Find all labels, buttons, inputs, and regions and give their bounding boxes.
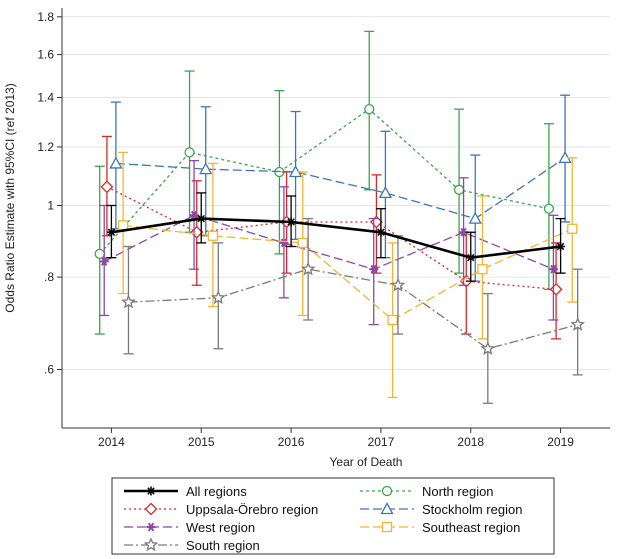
series-southeast-region <box>117 151 578 399</box>
data-point <box>184 147 195 158</box>
legend: All regions North region Uppsala-Örebro re… <box>111 477 555 555</box>
y-tick-label: 1.2 <box>37 140 54 154</box>
marker-stroke <box>147 487 155 495</box>
marker-stroke <box>467 253 475 262</box>
legend-label: South region <box>186 538 260 553</box>
legend-label: West region <box>186 520 255 535</box>
data-point <box>207 230 219 241</box>
legend-item: Uppsala-Örebro region <box>124 502 318 517</box>
legend-item: West region <box>124 520 255 535</box>
legend-label: All regions <box>186 484 247 499</box>
data-point <box>100 180 114 194</box>
x-tick-label: 2014 <box>98 435 125 449</box>
data-point <box>196 214 206 224</box>
y-tick-label: 1 <box>47 198 54 212</box>
series-line <box>128 268 578 350</box>
data-point <box>570 316 586 331</box>
marker-stroke <box>287 218 295 226</box>
x-axis-title: Year of Death <box>330 455 403 469</box>
legend-swatch-marker <box>380 502 394 515</box>
data-point <box>189 210 199 220</box>
x-tick-label: 2016 <box>278 435 305 449</box>
y-tick-label: 1.4 <box>37 90 54 104</box>
legend-swatch-marker <box>381 521 393 533</box>
legend-box <box>111 477 555 555</box>
data-point <box>210 290 226 305</box>
y-axis-title: Odds Ratio Estimate with 95%CI (ref 2013… <box>3 83 17 312</box>
data-point <box>117 220 129 231</box>
data-point <box>378 186 393 199</box>
marker-stroke <box>556 242 565 251</box>
marker-stroke <box>280 238 288 248</box>
x-tick-label: 2017 <box>368 435 395 449</box>
legend-swatch-marker <box>381 485 393 497</box>
data-point <box>453 184 465 195</box>
data-point <box>99 257 109 266</box>
data-point <box>567 223 578 234</box>
data-point <box>279 238 289 248</box>
x-tick-label: 2018 <box>457 435 484 449</box>
data-point <box>364 103 375 115</box>
marker-stroke <box>550 264 557 274</box>
marker-stroke <box>147 522 155 532</box>
data-point <box>369 264 379 274</box>
series-line <box>106 186 557 291</box>
data-point <box>121 294 136 309</box>
data-point <box>300 261 316 276</box>
y-tick-label: .6 <box>44 362 54 376</box>
data-point <box>468 211 482 224</box>
marker-stroke <box>190 210 198 220</box>
data-point <box>548 264 558 274</box>
legend-swatch-marker <box>146 486 156 496</box>
legend-swatch-marker <box>146 522 156 532</box>
legend-swatch-marker <box>143 537 159 552</box>
series-line <box>99 108 550 255</box>
plot-area: .6 .8 1 1.2 1.4 1.6 1.8 2014 2015 2016 2017 2018 201… <box>3 8 610 469</box>
data-point <box>94 248 105 260</box>
data-point <box>466 253 476 263</box>
marker-stroke <box>197 214 205 223</box>
legend-swatch-marker <box>144 502 158 516</box>
marker-stroke <box>377 228 385 236</box>
series-west-region <box>99 159 559 326</box>
y-tick-label: .8 <box>44 270 54 284</box>
legend-item: North region <box>360 484 494 499</box>
data-point <box>286 217 296 227</box>
legend-label: North region <box>422 484 494 499</box>
marker-stroke <box>370 264 377 274</box>
legend-item: Southeast region <box>360 520 520 535</box>
marker-stroke <box>101 257 108 266</box>
marker-stroke <box>460 227 467 237</box>
series-line <box>123 224 573 321</box>
legend-item: All regions <box>124 484 247 499</box>
legend-label: Uppsala-Örebro region <box>186 502 318 517</box>
data-point <box>109 156 123 169</box>
error-bar <box>368 217 379 326</box>
series-south-region <box>121 217 586 404</box>
data-point <box>387 314 398 326</box>
legend-label: Stockholm region <box>422 502 522 517</box>
data-point <box>390 277 406 292</box>
data-point <box>297 237 308 249</box>
legend-label: Southeast region <box>422 520 520 535</box>
data-point <box>543 203 555 214</box>
x-tick-label: 2019 <box>547 435 574 449</box>
legend-item: Stockholm region <box>360 502 522 517</box>
marker-stroke <box>107 228 116 236</box>
x-tick-label: 2015 <box>188 435 215 449</box>
data-point <box>556 242 566 252</box>
data-point <box>477 264 488 275</box>
plot-background <box>62 8 610 428</box>
legend-item: South region <box>124 537 260 553</box>
y-tick-label: 1.8 <box>37 10 54 24</box>
data-point <box>106 227 116 237</box>
series-all-regions <box>106 192 566 282</box>
data-point <box>480 341 496 355</box>
series-line <box>111 217 561 260</box>
series-line <box>115 157 566 220</box>
y-tick-label: 1.6 <box>37 48 54 62</box>
data-point <box>199 162 213 175</box>
data-point <box>376 227 386 237</box>
